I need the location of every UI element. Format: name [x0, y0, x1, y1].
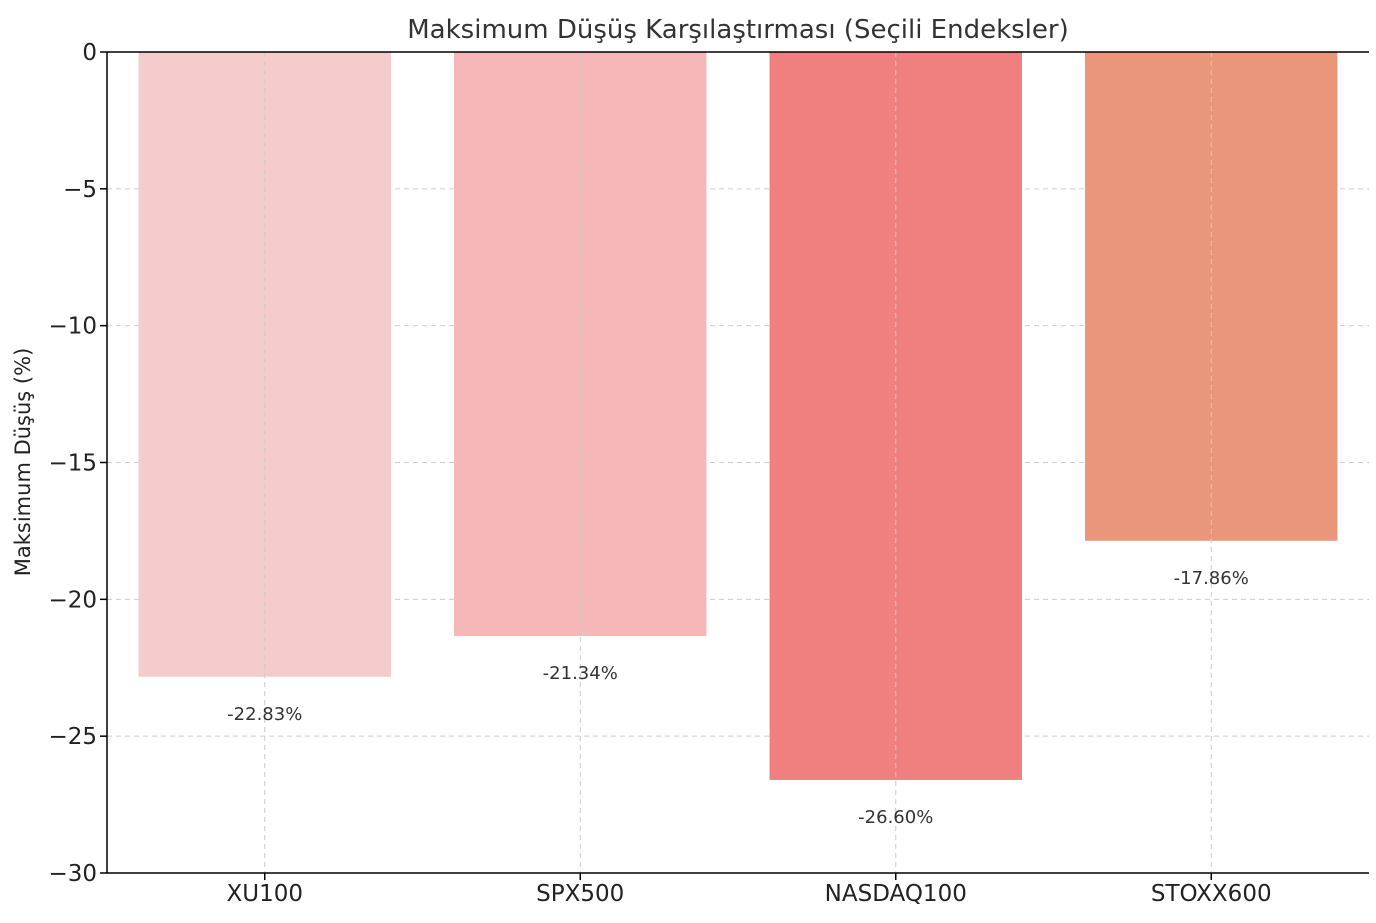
data-label-nasdaq100: -26.60% [858, 807, 933, 828]
bar-xu100 [138, 52, 391, 677]
y-tick-label: −15 [48, 451, 97, 477]
data-label-xu100: -22.83% [227, 704, 302, 725]
bars [138, 52, 1338, 873]
y-tick-label: −30 [48, 861, 97, 887]
labels: -22.83% XU100 -21.34% SPX500 -26.60% NASDAQ10… [48, 40, 1271, 907]
chart-title: Maksimum Düşüş Karşılaştırması (Seçili E… [407, 15, 1069, 45]
y-axis-label: Maksimum Düşüş (%) [11, 348, 35, 577]
x-tick-label-spx500: SPX500 [536, 881, 624, 907]
x-tick-label-nasdaq100: NASDAQ100 [825, 881, 967, 907]
y-tick-label: 0 [82, 40, 97, 66]
y-tick-label: −5 [63, 177, 97, 203]
y-tick-label: −10 [48, 314, 97, 340]
data-label-stoxx600: -17.86% [1174, 568, 1249, 589]
y-tick-label: −20 [48, 587, 97, 613]
data-label-spx500: -21.34% [543, 663, 618, 684]
y-tick-label: −25 [48, 724, 97, 750]
axes [100, 51, 1369, 880]
x-tick-label-stoxx600: STOXX600 [1151, 881, 1272, 907]
x-tick-label-xu100: XU100 [227, 881, 304, 907]
